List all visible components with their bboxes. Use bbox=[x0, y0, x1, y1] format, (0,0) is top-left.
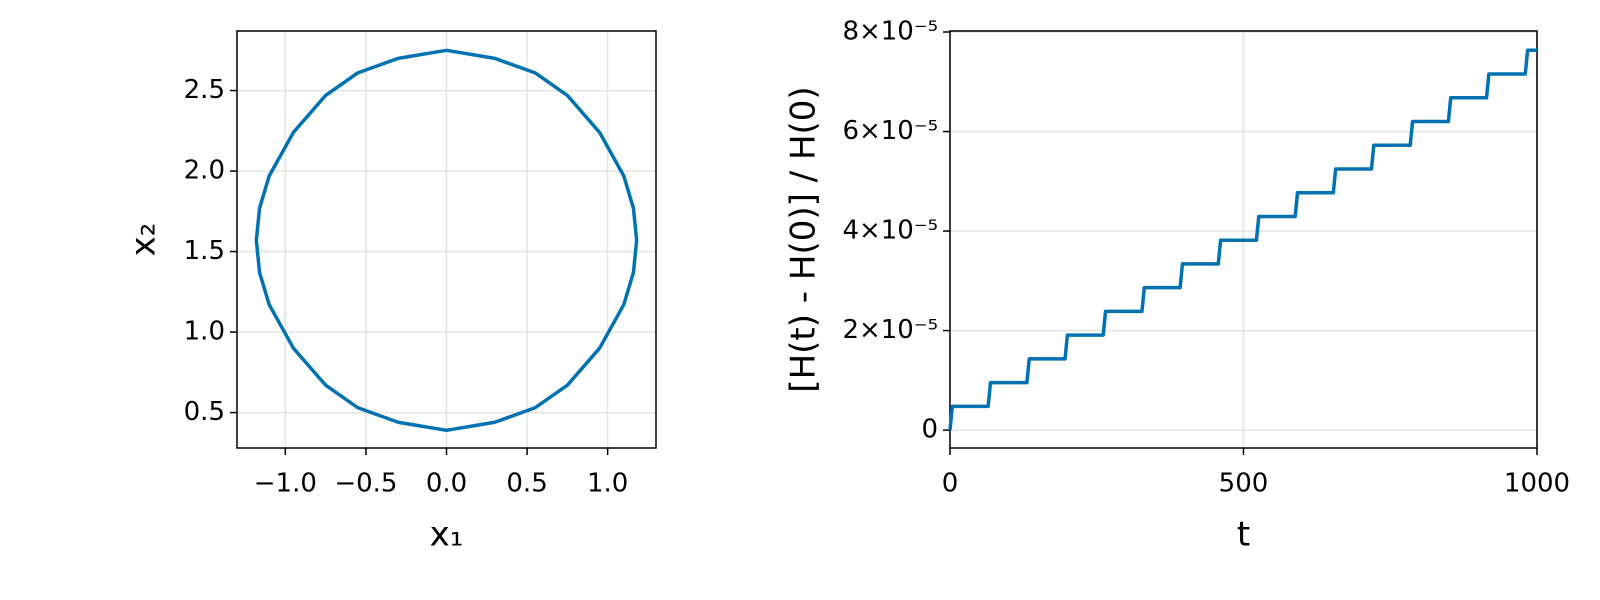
y-tick-label: 0 bbox=[921, 415, 938, 445]
y-tick-label: 8×10⁻⁵ bbox=[842, 16, 938, 46]
y-tick-label: 4×10⁻⁵ bbox=[842, 216, 938, 246]
data-line bbox=[948, 48, 1537, 431]
y-tick-label: 1.5 bbox=[184, 236, 225, 266]
y-tick-label: 0.5 bbox=[184, 397, 225, 427]
data-line bbox=[254, 48, 639, 433]
y-axis-label: x₂ bbox=[124, 223, 164, 257]
x-tick-label: 1.0 bbox=[587, 469, 628, 499]
x-axis-label: t bbox=[1237, 515, 1250, 555]
y-tick-label: 6×10⁻⁵ bbox=[842, 116, 938, 146]
y-tick-label: 2.5 bbox=[184, 75, 225, 105]
x-tick-label: −0.5 bbox=[334, 469, 397, 499]
y-tick-label: 2×10⁻⁵ bbox=[842, 315, 938, 345]
x-tick-label: 0.5 bbox=[506, 469, 547, 499]
x-tick-label: −1.0 bbox=[254, 469, 317, 499]
x-axis-label: x₁ bbox=[430, 515, 464, 555]
x-tick-label: 1000 bbox=[1504, 469, 1570, 499]
x-tick-label: 0 bbox=[942, 469, 959, 499]
x-tick-label: 500 bbox=[1219, 469, 1269, 499]
y-tick-label: 2.0 bbox=[184, 156, 225, 186]
y-tick-label: 1.0 bbox=[184, 317, 225, 347]
y-axis-label: [H(t) - H(0)] / H(0) bbox=[784, 86, 824, 392]
plot-frame bbox=[236, 30, 657, 449]
plot-frame bbox=[949, 30, 1538, 449]
x-tick-label: 0.0 bbox=[426, 469, 467, 499]
